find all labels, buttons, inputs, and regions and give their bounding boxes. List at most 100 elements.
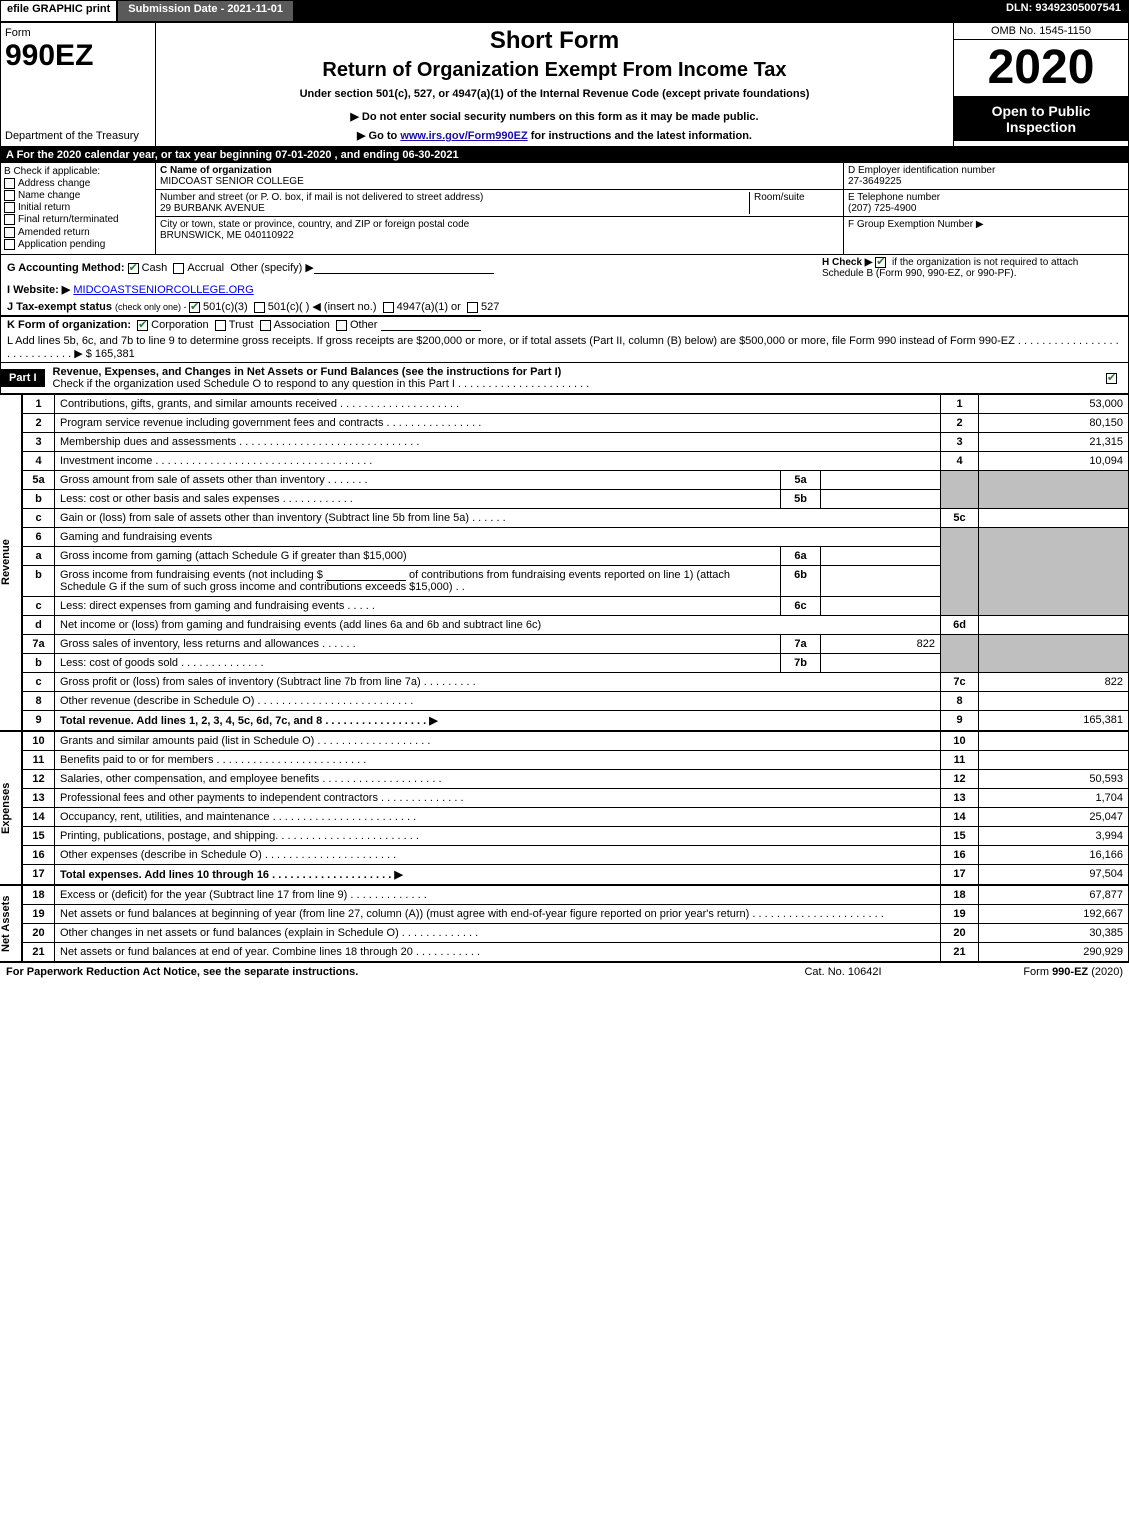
line-18-amount: 67,877 <box>979 885 1129 904</box>
chk-initial-return[interactable] <box>4 202 15 213</box>
line-2-amount: 80,150 <box>979 413 1129 432</box>
chk-trust[interactable] <box>215 320 226 331</box>
chk-501c[interactable] <box>254 302 265 313</box>
line-6c-desc: Less: direct expenses from gaming and fu… <box>55 596 781 615</box>
line-7a-num: 7a <box>23 634 55 653</box>
line-20: 20Other changes in net assets or fund ba… <box>23 923 1129 942</box>
line-8-ln: 8 <box>941 691 979 710</box>
line-3: 3Membership dues and assessments . . . .… <box>23 432 1129 451</box>
revenue-section: Revenue 1Contributions, gifts, grants, a… <box>0 394 1129 731</box>
line-12-num: 12 <box>23 769 55 788</box>
line-18-desc: Excess or (deficit) for the year (Subtra… <box>55 885 941 904</box>
chk-schedule-b[interactable] <box>875 257 886 268</box>
line-10: 10Grants and similar amounts paid (list … <box>23 731 1129 750</box>
line-13: 13Professional fees and other payments t… <box>23 788 1129 807</box>
line-7b-sn: 7b <box>781 653 821 672</box>
line-6c-sv <box>821 596 941 615</box>
chk-accrual[interactable] <box>173 263 184 274</box>
e-phone-label: E Telephone number <box>848 192 940 203</box>
do-not-enter-text: ▶ Do not enter social security numbers o… <box>164 110 945 123</box>
line-17-desc: Total expenses. Add lines 10 through 16 … <box>55 864 941 884</box>
line-4-num: 4 <box>23 451 55 470</box>
chk-cash[interactable] <box>128 263 139 274</box>
line-7c: cGross profit or (loss) from sales of in… <box>23 672 1129 691</box>
line-6-num: 6 <box>23 527 55 546</box>
shade-6 <box>941 527 979 615</box>
line-4-ln: 4 <box>941 451 979 470</box>
line-5c-num: c <box>23 508 55 527</box>
chk-address-label: Address change <box>18 178 90 189</box>
chk-4947[interactable] <box>383 302 394 313</box>
line-6b-sv <box>821 565 941 596</box>
line-1-amount: 53,000 <box>979 394 1129 413</box>
line-6b-blank[interactable] <box>326 569 406 581</box>
line-20-ln: 20 <box>941 923 979 942</box>
line-13-num: 13 <box>23 788 55 807</box>
org-name: MIDCOAST SENIOR COLLEGE <box>160 176 304 187</box>
line-13-amount: 1,704 <box>979 788 1129 807</box>
header-middle: Short Form Return of Organization Exempt… <box>156 23 953 146</box>
website-link[interactable]: MIDCOASTSENIORCOLLEGE.ORG <box>73 284 253 296</box>
g-other-blank[interactable] <box>314 262 494 274</box>
chk-app-label: Application pending <box>18 239 105 250</box>
footer-form-pre: Form <box>1023 966 1052 978</box>
b-label: B Check if applicable: <box>4 166 152 177</box>
chk-name-label: Name change <box>18 190 80 201</box>
line-6-desc: Gaming and fundraising events <box>55 527 941 546</box>
line-6: 6Gaming and fundraising events <box>23 527 1129 546</box>
efile-print-button[interactable]: efile GRAPHIC print <box>0 0 117 22</box>
d-ein-label: D Employer identification number <box>848 165 995 176</box>
chk-final-return[interactable] <box>4 214 15 225</box>
ein-value: 27-3649225 <box>848 176 901 187</box>
k-other-blank[interactable] <box>381 319 481 331</box>
line-21-ln: 21 <box>941 942 979 961</box>
chk-amended-return[interactable] <box>4 227 15 238</box>
chk-application-pending[interactable] <box>4 239 15 250</box>
line-7a-desc: Gross sales of inventory, less returns a… <box>55 634 781 653</box>
chk-527[interactable] <box>467 302 478 313</box>
k-trust: Trust <box>229 319 254 331</box>
chk-address-change[interactable] <box>4 178 15 189</box>
line-18-ln: 18 <box>941 885 979 904</box>
chk-amended-label: Amended return <box>18 227 90 238</box>
line-6b-d1: Gross income from fundraising events (no… <box>60 569 323 581</box>
chk-association[interactable] <box>260 320 271 331</box>
line-6d: dNet income or (loss) from gaming and fu… <box>23 615 1129 634</box>
footer-left: For Paperwork Reduction Act Notice, see … <box>6 966 743 978</box>
line-9-amount: 165,381 <box>979 710 1129 730</box>
line-18-num: 18 <box>23 885 55 904</box>
line-6d-ln: 6d <box>941 615 979 634</box>
line-19: 19Net assets or fund balances at beginni… <box>23 904 1129 923</box>
line-2: 2Program service revenue including gover… <box>23 413 1129 432</box>
line-5b-num: b <box>23 489 55 508</box>
chk-501c3[interactable] <box>189 302 200 313</box>
chk-other-org[interactable] <box>336 320 347 331</box>
line-21: 21Net assets or fund balances at end of … <box>23 942 1129 961</box>
section-b-checkboxes: B Check if applicable: Address change Na… <box>1 163 156 254</box>
chk-schedule-o-part1[interactable] <box>1106 373 1117 384</box>
shade-7 <box>941 634 979 672</box>
line-9-desc-text: Total revenue. Add lines 1, 2, 3, 4, 5c,… <box>60 715 438 727</box>
return-title: Return of Organization Exempt From Incom… <box>164 59 945 82</box>
city-value: BRUNSWICK, ME 040110922 <box>160 230 294 241</box>
line-11-amount <box>979 750 1129 769</box>
line-6c-num: c <box>23 596 55 615</box>
line-6b-sn: 6b <box>781 565 821 596</box>
shade-7-amt <box>979 634 1129 672</box>
line-6d-desc: Net income or (loss) from gaming and fun… <box>55 615 941 634</box>
city-label: City or town, state or province, country… <box>160 219 469 230</box>
line-10-amount <box>979 731 1129 750</box>
chk-corporation[interactable] <box>137 320 148 331</box>
line-19-amount: 192,667 <box>979 904 1129 923</box>
line-9-ln: 9 <box>941 710 979 730</box>
line-20-desc: Other changes in net assets or fund bala… <box>55 923 941 942</box>
header-right: OMB No. 1545-1150 2020 Open to Public In… <box>953 23 1128 146</box>
line-5c-desc: Gain or (loss) from sale of assets other… <box>55 508 941 527</box>
irs-link[interactable]: www.irs.gov/Form990EZ <box>400 130 527 142</box>
line-10-desc: Grants and similar amounts paid (list in… <box>55 731 941 750</box>
chk-name-change[interactable] <box>4 190 15 201</box>
line-14-desc: Occupancy, rent, utilities, and maintena… <box>55 807 941 826</box>
line-16: 16Other expenses (describe in Schedule O… <box>23 845 1129 864</box>
form-word: Form <box>5 27 31 39</box>
revenue-table: 1Contributions, gifts, grants, and simil… <box>22 394 1129 731</box>
